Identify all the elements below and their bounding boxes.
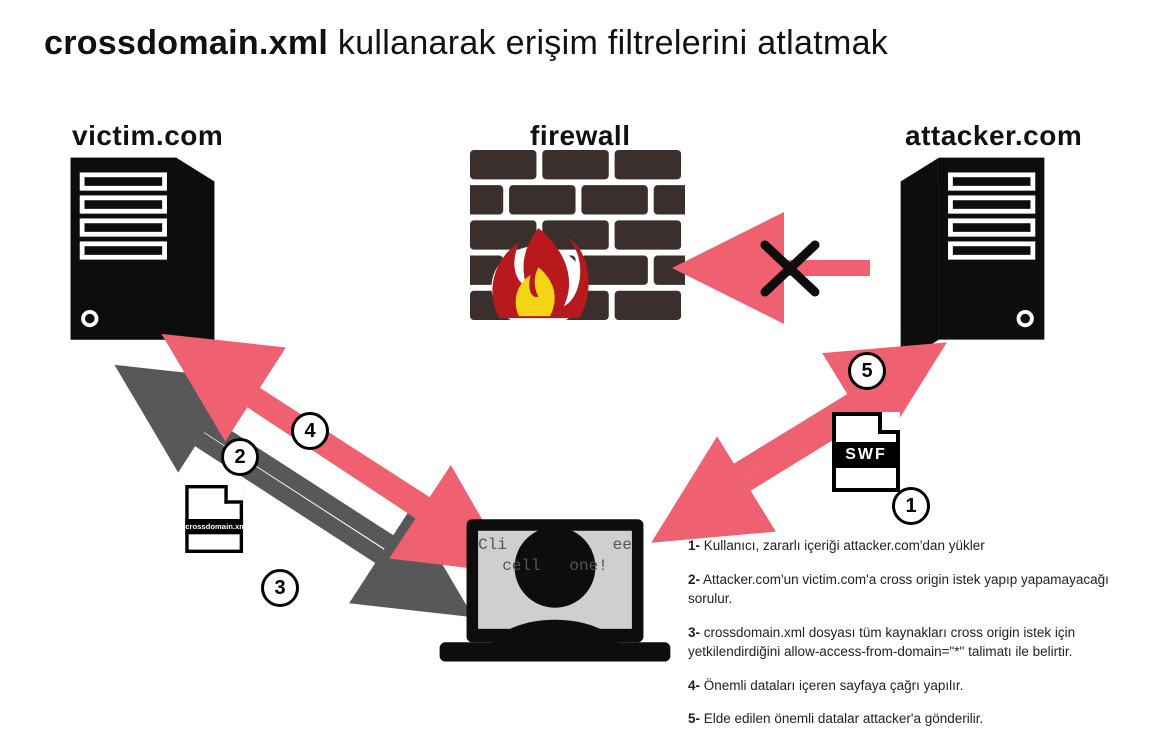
server-attacker-icon [890, 148, 1055, 378]
step5-num: 5- [688, 711, 700, 726]
step-circle-3: 3 [261, 569, 299, 607]
step-circle-1: 1 [892, 487, 930, 525]
title-rest: kullanarak erişim filtrelerini atlatmak [328, 24, 888, 62]
step1-num: 1- [688, 538, 700, 553]
server-victim-icon [60, 148, 225, 378]
step-circle-2: 2 [221, 438, 259, 476]
firewall-icon [470, 150, 685, 350]
step5-text: Elde edilen önemli datalar attacker'a gö… [700, 711, 983, 726]
step3-num: 3- [688, 625, 700, 640]
laptop-screen-text: Click for a freecell phone! [470, 535, 640, 577]
step2-num: 2- [688, 572, 700, 587]
step-circle-4: 4 [291, 412, 329, 450]
step4-text: Önemli dataları içeren sayfaya çağrı yap… [700, 678, 963, 693]
title-bold: crossdomain.xml [44, 24, 328, 62]
step3-text: crossdomain.xml dosyası tüm kaynakları c… [688, 625, 1075, 660]
step4-num: 4- [688, 678, 700, 693]
page-title: crossdomain.xml kullanarak erişim filtre… [44, 24, 888, 63]
steps-legend: 1- Kullanıcı, zararlı içeriği attacker.c… [688, 536, 1128, 743]
file-xml-label: crossdomain.xml [185, 519, 243, 534]
diagram-canvas: crossdomain.xml kullanarak erişim filtre… [0, 0, 1150, 753]
step1-text: Kullanıcı, zararlı içeriği attacker.com'… [700, 538, 985, 553]
step-circle-5: 5 [848, 352, 886, 390]
file-crossdomain-xml-icon: crossdomain.xml [185, 485, 245, 553]
file-swf-icon: SWF [832, 412, 902, 492]
step2-text: Attacker.com'un victim.com'a cross origi… [688, 572, 1109, 607]
file-swf-label: SWF [832, 442, 900, 468]
